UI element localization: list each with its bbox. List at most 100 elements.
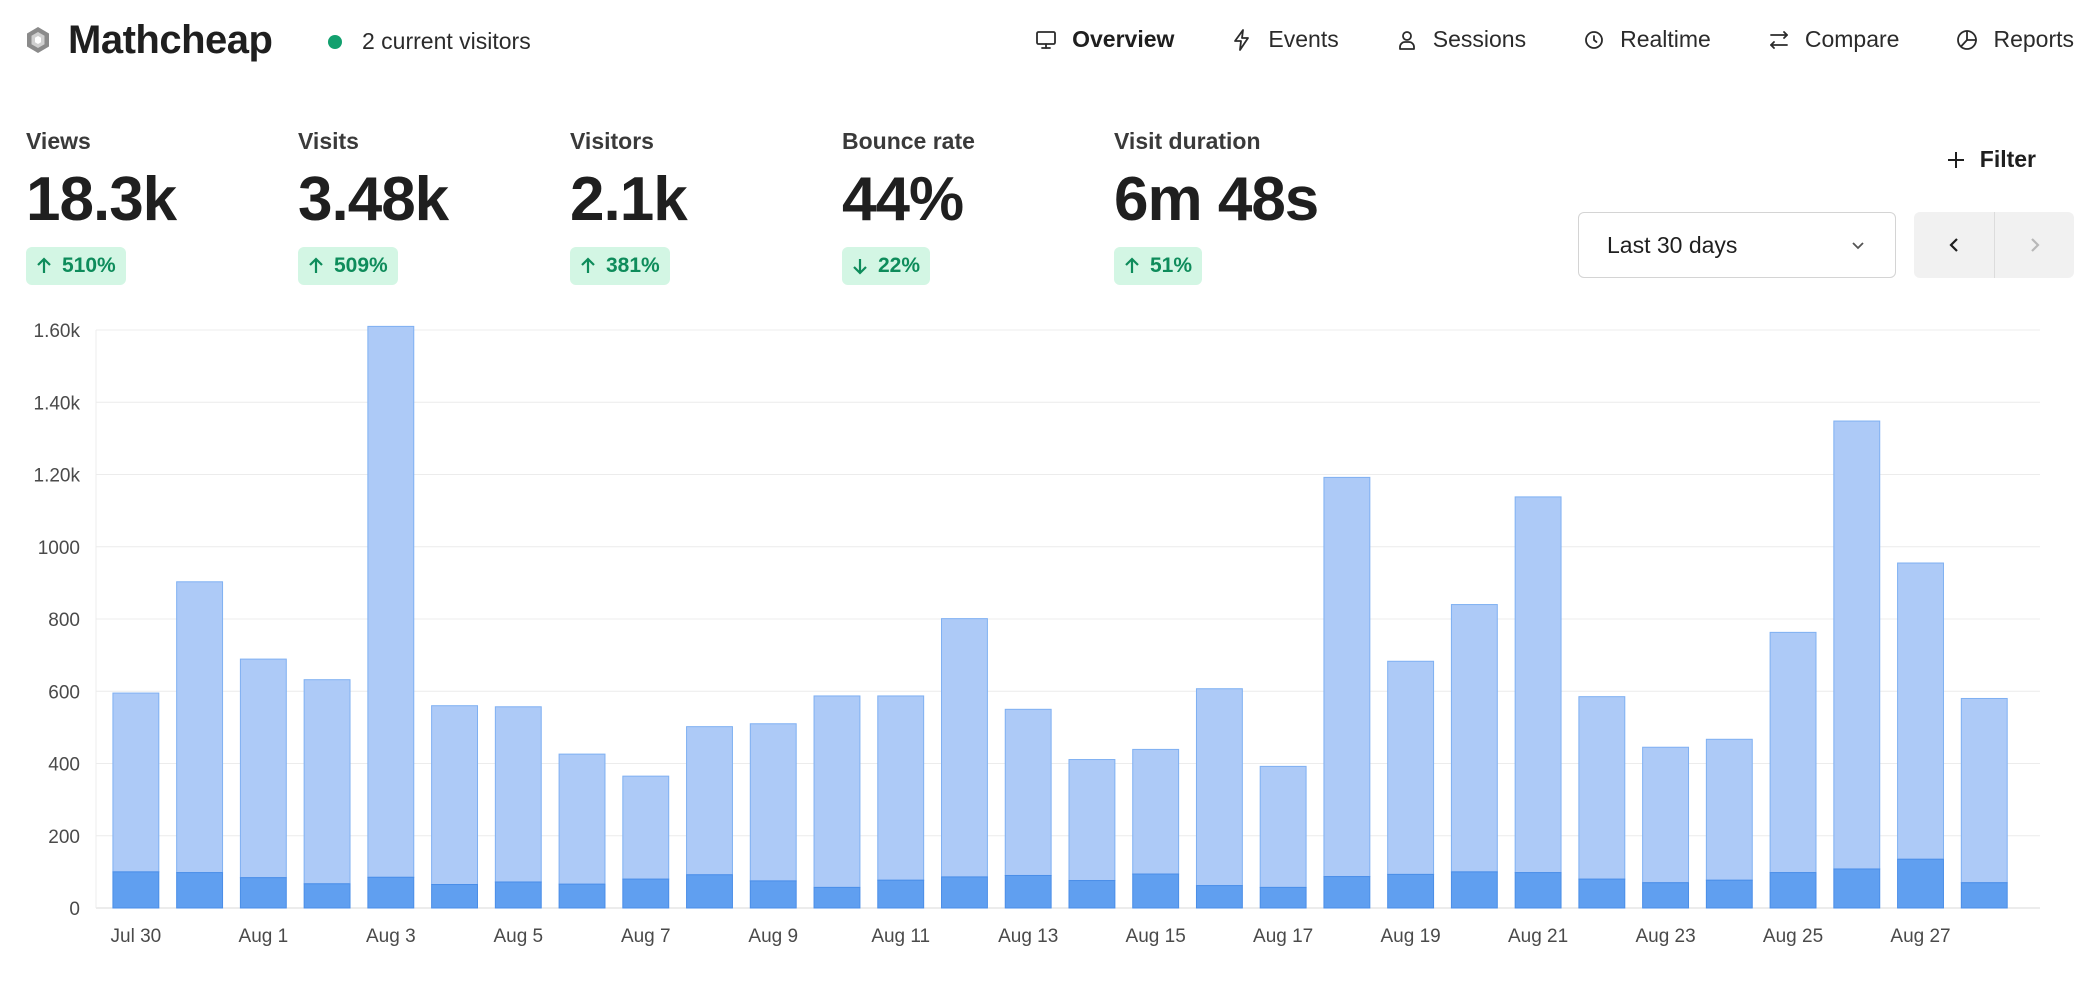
y-tick-label: 800 [48,610,80,631]
bar-visitors [622,878,670,909]
y-tick-label: 1.40k [34,393,81,414]
metric-visit-duration-label: Visit duration [1114,128,1261,154]
arrow-up-icon [309,257,323,273]
bar-views [367,325,415,878]
metric-views-change-value: 510% [62,254,116,277]
metric-visit-duration-value: 6m 48s [1114,165,1319,234]
chevron-left-icon [1949,238,1958,252]
nav-reports[interactable]: Reports [1955,26,2074,53]
x-tick-label: Aug 5 [493,926,543,947]
filter-button-label: Filter [1979,146,2036,172]
bar-views [1195,688,1243,887]
bar-visitors [1769,872,1817,909]
nav-compare[interactable]: Compare [1767,26,1900,53]
y-tick-label: 200 [48,827,80,848]
metric-visitors-change: 381% [570,247,670,285]
date-navigation [1914,212,2074,278]
bar-views [494,706,542,883]
x-tick-label: Aug 17 [1253,926,1313,947]
next-period-button[interactable] [1994,212,2074,278]
bar-views [941,618,988,878]
nav-sessions[interactable]: Sessions [1395,26,1526,53]
chevron-right-icon [2030,238,2040,252]
site-logo[interactable] [24,26,52,54]
bar-views [1833,420,1881,870]
metric-views-label: Views [26,128,91,154]
x-tick-label: Aug 3 [366,926,416,947]
bar-views [1323,476,1371,878]
metric-visitors-value: 2.1k [570,165,688,234]
arrows-swap-icon [1769,30,1788,49]
bar-visitors [1132,873,1180,909]
bar-views [1068,759,1116,882]
bar-views [1769,631,1817,874]
bar-visitors [1195,885,1243,909]
bar-views [558,753,606,885]
nav-realtime-label: Realtime [1620,26,1711,52]
bar-visitors [176,872,224,909]
bar-views [1514,496,1562,874]
bar-visitors [749,880,797,909]
x-tick-label: Jul 30 [111,926,162,947]
bar-visitors [1259,886,1307,909]
metric-visit-duration[interactable]: Visit duration 6m 48s 51% [1114,128,1319,285]
current-visitors[interactable]: 2 current visitors [328,28,531,55]
monitor-icon [1036,30,1057,49]
bar-visitors [686,874,733,909]
bar-visitors [941,876,988,909]
metric-visitors-change-value: 381% [606,254,660,277]
bar-views [622,775,670,880]
bar-visitors [1833,868,1881,909]
bar-views [431,705,479,886]
bar-visitors [1578,878,1626,909]
y-tick-label: 600 [48,682,80,703]
previous-period-button[interactable] [1914,212,1994,278]
filter-button[interactable]: Filter [1944,146,2036,173]
bar-views [1578,696,1626,880]
bar-visitors [367,876,415,909]
metric-views[interactable]: Views 18.3k 510% [26,128,177,285]
metric-visits-value: 3.48k [298,165,449,234]
x-tick-label: Aug 7 [621,926,671,947]
site-name: Mathcheap [68,18,273,62]
x-tick-label: Aug 11 [871,926,930,947]
bar-visitors [1323,876,1371,909]
bar-visitors [813,886,861,909]
bar-views [1705,738,1753,881]
arrow-up-icon [1125,257,1139,273]
lightning-icon [1234,28,1250,51]
x-tick-label: Aug 23 [1635,926,1695,947]
chevron-down-icon [1852,242,1864,250]
bar-views [686,726,733,876]
nav-overview-label: Overview [1072,26,1175,52]
bar-visitors [1897,858,1944,909]
nav-events-label: Events [1268,26,1339,52]
metric-visits-change: 509% [298,247,398,285]
x-tick-label: Aug 19 [1381,926,1441,947]
nav-overview[interactable]: Overview [1034,26,1174,53]
nav-compare-label: Compare [1804,26,1900,52]
x-tick-label: Aug 21 [1508,926,1568,947]
bar-views [112,692,160,873]
bar-visitors [1004,874,1052,909]
bar-views [813,695,861,888]
metric-bounce-rate[interactable]: Bounce rate 44% 22% [842,128,975,285]
x-tick-label: Aug 27 [1890,926,1950,947]
nav-events[interactable]: Events [1230,26,1339,53]
bar-views [303,679,351,885]
metric-bounce-rate-label: Bounce rate [842,128,975,154]
arrow-up-icon [37,257,51,273]
date-range-select[interactable]: Last 30 days [1578,212,1896,278]
x-tick-label: Aug 15 [1126,926,1186,947]
pie-chart-icon [1957,29,1978,50]
bar-views [877,695,925,881]
bar-visitors [431,884,479,909]
nav-sessions-label: Sessions [1432,26,1527,52]
metric-views-value: 18.3k [26,165,177,234]
nav-realtime[interactable]: Realtime [1582,26,1711,53]
bar-visitors [239,877,287,909]
pageviews-chart: 0 200 400 600 800 1000 1.20k 1.40k 1.60k Jul 30 Au… [34,321,2040,947]
metric-visits[interactable]: Visits 3.48k 509% [298,128,449,285]
metric-visits-change-value: 509% [334,254,388,277]
metric-visitors[interactable]: Visitors 2.1k 381% [570,128,688,285]
